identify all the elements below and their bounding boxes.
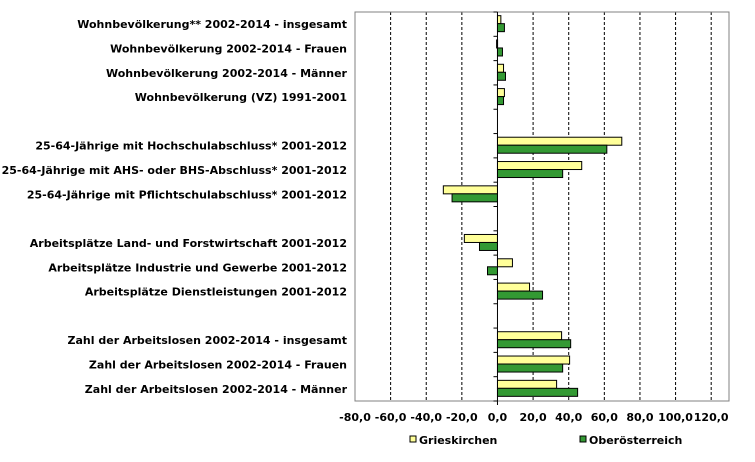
plot-area	[354, 11, 730, 402]
category-label: 25-64-Jährige mit AHS- oder BHS-Abschlus…	[2, 164, 347, 177]
x-tick-label: 20,0	[520, 411, 547, 424]
bar-grieskirchen	[496, 63, 505, 73]
category-label: Wohnbevölkerung 2002-2014 - Frauen	[110, 42, 347, 55]
x-tick-label: 40,0	[555, 411, 582, 424]
x-tick-label: 80,0	[626, 411, 653, 424]
legend-label: Grieskirchen	[419, 434, 497, 447]
bar-oberösterreich	[496, 47, 503, 57]
bar-grieskirchen	[463, 233, 498, 243]
bar-oberösterreich	[496, 23, 505, 33]
bar-grieskirchen	[442, 185, 498, 195]
bar-oberösterreich	[451, 193, 498, 203]
bar-grieskirchen	[496, 15, 502, 25]
legend-label: Oberösterreich	[589, 434, 682, 447]
x-tick-label: 100,0	[658, 411, 693, 424]
category-label: 25-64-Jährige mit Hochschulabschluss* 20…	[35, 140, 347, 153]
category-label: Zahl der Arbeitslosen 2002-2014 - Männer	[85, 383, 348, 396]
x-tick-label: 120,0	[694, 411, 729, 424]
category-label: Wohnbevölkerung (VZ) 1991-2001	[135, 91, 347, 104]
legend-swatch-oberösterreich	[579, 435, 587, 443]
category-label: Arbeitsplätze Dienstleistungen 2001-2012	[85, 286, 347, 299]
bar-oberösterreich	[496, 96, 505, 106]
bar-grieskirchen	[496, 331, 563, 341]
category-label: Zahl der Arbeitslosen 2002-2014 - Frauen	[89, 359, 347, 372]
category-label: 25-64-Jährige mit Pflichtschulabschluss*…	[27, 188, 347, 201]
bar-grieskirchen	[496, 161, 583, 171]
bar-grieskirchen	[496, 379, 558, 389]
x-tick-label: 60,0	[591, 411, 618, 424]
bar-oberösterreich	[496, 144, 608, 154]
x-tick-label: 0,0	[488, 411, 508, 424]
category-label: Wohnbevölkerung 2002-2014 - Männer	[106, 67, 348, 80]
bar-grieskirchen	[496, 136, 623, 146]
legend-swatch-grieskirchen	[409, 435, 417, 443]
bar-grieskirchen	[496, 355, 571, 365]
bar-oberösterreich	[496, 169, 564, 179]
bar-grieskirchen	[496, 282, 531, 292]
x-tick-label: -80,0	[339, 411, 371, 424]
bar-oberösterreich	[496, 387, 579, 397]
bar-oberösterreich	[496, 363, 564, 373]
x-tick-label: -60,0	[375, 411, 407, 424]
category-label: Zahl der Arbeitslosen 2002-2014 - insges…	[68, 334, 347, 347]
bar-grieskirchen	[496, 88, 505, 98]
bar-oberösterreich	[496, 290, 544, 300]
bar-oberösterreich	[478, 241, 498, 251]
category-label: Arbeitsplätze Land- und Forstwirtschaft …	[30, 237, 347, 250]
bar-oberösterreich	[496, 339, 572, 349]
x-tick-label: -40,0	[410, 411, 442, 424]
x-tick-label: -20,0	[446, 411, 478, 424]
category-label: Arbeitsplätze Industrie und Gewerbe 2001…	[48, 261, 347, 274]
category-label: Wohnbevölkerung** 2002-2014 - insgesamt	[77, 18, 347, 31]
bar-oberösterreich	[487, 266, 498, 276]
bar-grieskirchen	[496, 258, 513, 268]
bar-oberösterreich	[496, 71, 506, 81]
